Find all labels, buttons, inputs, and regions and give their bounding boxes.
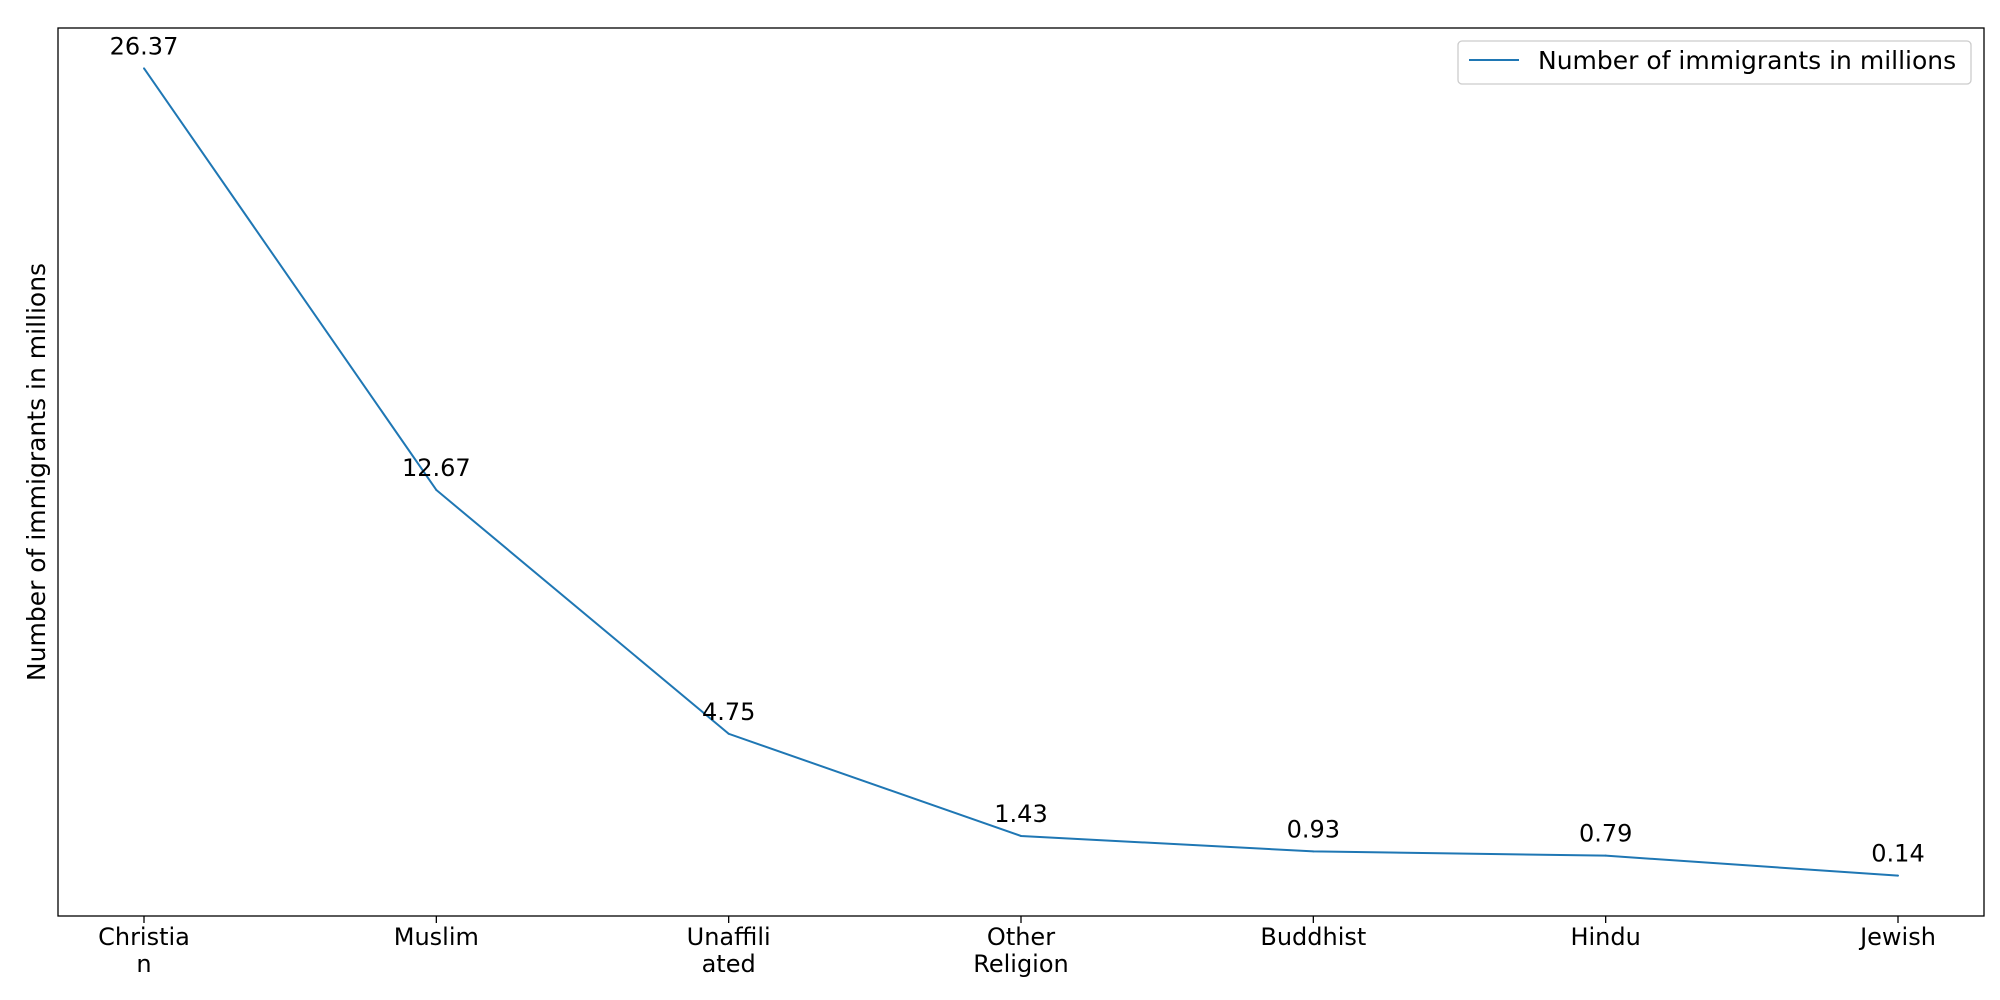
x-tick-label: Other Religion [973,923,1069,978]
data-point [143,67,145,69]
x-tick-label: Unaffili ated [687,923,771,978]
plot-area [58,28,1984,916]
data-point [1312,850,1314,852]
x-tick-label-line: Christia [98,923,190,951]
data-label: 26.37 [110,32,179,60]
x-tick-label: Muslim [394,923,479,951]
x-tick-label-line: Religion [973,950,1069,978]
x-tick-label: Hindu [1570,923,1640,951]
x-axis-ticks: Christia n Muslim Unaffili ated Other Religion… [98,916,1936,978]
y-axis-label: Number of immigrants in millions [22,263,51,681]
x-tick-label: Jewish [1858,923,1936,951]
x-tick-label: Christia n [98,923,190,978]
data-label: 4.75 [702,698,755,726]
data-label: 0.14 [1871,840,1924,868]
x-tick-label-line: Hindu [1570,923,1640,951]
x-tick-label-line: Jewish [1858,923,1936,951]
legend-entry-label: Number of immigrants in millions [1538,46,1956,75]
data-point [1020,835,1022,837]
legend: Number of immigrants in millions [1458,41,1971,84]
x-tick-label-line: Buddhist [1260,923,1366,951]
data-point [1605,855,1607,857]
data-point [435,489,437,491]
data-point [728,733,730,735]
x-tick-label-line: ated [702,950,756,978]
x-tick-label-line: Other [987,923,1055,951]
x-tick-label: Buddhist [1260,923,1366,951]
data-point [1897,875,1899,877]
data-label: 1.43 [994,800,1047,828]
x-tick-label-line: Unaffili [687,923,771,951]
data-label: 0.93 [1287,815,1340,843]
x-tick-label-line: Muslim [394,923,479,951]
x-tick-label-line: n [136,950,151,978]
data-label: 12.67 [402,454,471,482]
data-label: 0.79 [1579,820,1632,848]
